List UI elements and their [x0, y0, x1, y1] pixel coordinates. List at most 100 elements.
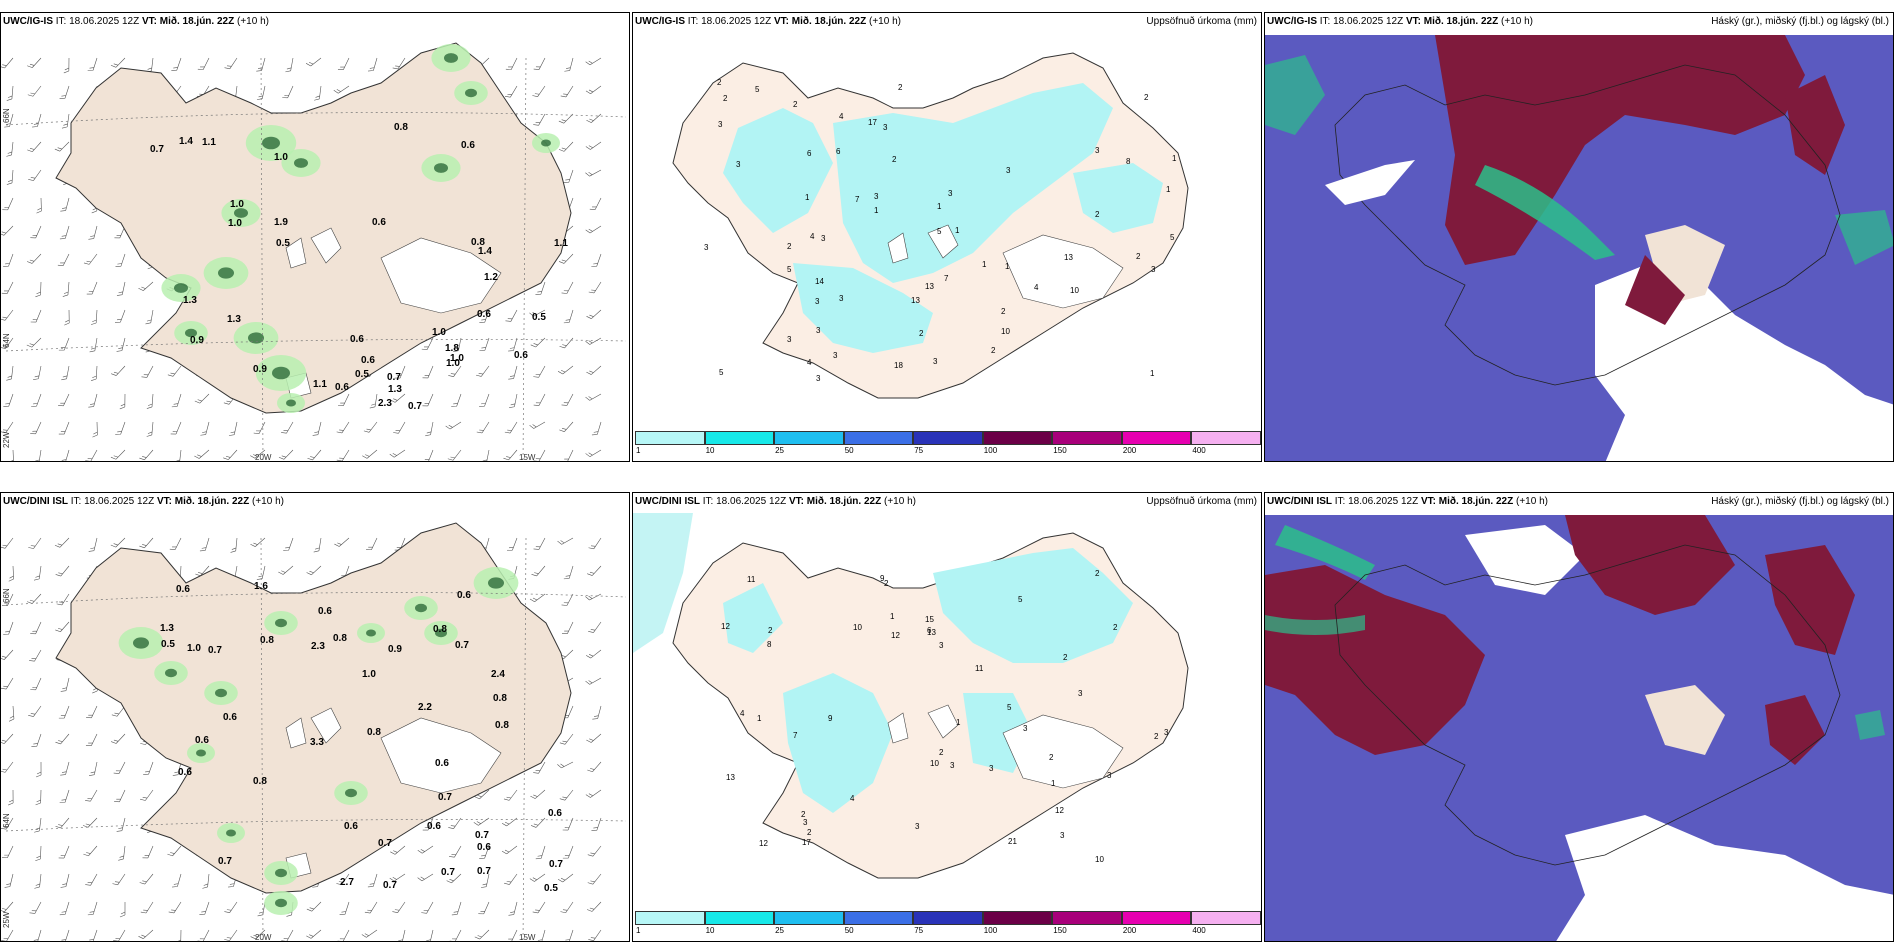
- precip-mm-label: 5: [1007, 703, 1012, 712]
- precip-dark-core: [435, 628, 447, 638]
- precip-value-label: 0.8: [493, 693, 507, 704]
- wind-barb: [559, 337, 574, 349]
- wind-barb: [533, 365, 546, 378]
- wind-barb: [228, 421, 238, 436]
- wind-precip-map: 66N 64N 20W 15W 22W 1.1 0.6 0.6 0.7 1.1 0.9 0.…: [1, 42, 627, 461]
- precip-mm-label: 3: [883, 123, 888, 132]
- wind-barb: [508, 337, 518, 352]
- wind-barb: [1, 421, 14, 434]
- precip-mm-label: 3: [816, 374, 821, 383]
- wind-barb: [60, 761, 70, 776]
- grid-label-66n: 66N: [2, 588, 11, 603]
- precip-value-label: 0.5: [532, 312, 546, 323]
- wind-barb: [306, 929, 322, 939]
- wind-barb: [558, 253, 574, 264]
- precip-mm-label: 3: [718, 120, 723, 129]
- precip-mm-label: 3: [839, 294, 844, 303]
- precip-value-label: 0.7: [208, 645, 222, 656]
- precip-dark-core: [444, 53, 458, 63]
- wind-barb: [588, 281, 602, 294]
- precip-mm-label: 2: [991, 346, 996, 355]
- wind-barb: [422, 817, 434, 831]
- precip-value-label: 0.5: [355, 369, 369, 380]
- panel-header: UWC/IG-IS IT: 18.06.2025 12Z VT: Mið. 18…: [1267, 16, 1533, 27]
- legend-tick-label: 100: [983, 926, 998, 935]
- precip-mm-label: 2: [1001, 307, 1006, 316]
- precip-mm-label: 17: [802, 838, 811, 847]
- wind-barb: [282, 85, 294, 99]
- wind-barb: [86, 281, 98, 295]
- wind-barb: [3, 621, 14, 635]
- precip-mm-label: 12: [759, 839, 768, 848]
- precip-mm-label: 5: [755, 85, 760, 94]
- wind-map-panel-igis: UWC/IG-IS IT: 18.06.2025 12Z VT: Mið. 18…: [0, 12, 630, 462]
- precip-mm-label: 15: [925, 615, 934, 624]
- white-patch-west: [1325, 160, 1415, 205]
- wind-barb: [142, 845, 154, 859]
- high-cloud-area-west: [1265, 565, 1485, 755]
- precip-dark-core: [248, 332, 264, 344]
- precip-dark-core: [541, 139, 551, 147]
- wind-barb: [1, 337, 14, 349]
- wind-barb: [588, 621, 602, 633]
- precip-mm-label: 10: [1095, 855, 1104, 864]
- panel-title: Uppsöfnuð úrkoma (mm): [1146, 16, 1257, 27]
- wind-barb: [392, 57, 406, 70]
- wind-barb: [2, 845, 14, 859]
- precip-mm-label: 2: [787, 242, 792, 251]
- wind-barb: [421, 901, 434, 914]
- precip-mm-label: 3: [1095, 146, 1100, 155]
- precip-mm-label: 2: [884, 579, 889, 588]
- wind-barb: [250, 929, 266, 940]
- wind-barb: [305, 57, 322, 67]
- grid-label-25w: 25W: [2, 911, 11, 928]
- wind-barb: [58, 705, 70, 719]
- wind-barb: [281, 421, 294, 434]
- high-cloud-area-south: [1625, 255, 1685, 325]
- wind-barb: [35, 789, 42, 806]
- wind-barb: [2, 197, 14, 211]
- grid-label-20w: 20W: [255, 933, 272, 942]
- grid-64n: [5, 819, 627, 832]
- glacier-outlines: [887, 704, 1124, 789]
- wind-barb: [28, 537, 42, 549]
- wind-barb: [533, 57, 546, 70]
- precip-mm-label: 3: [803, 818, 808, 827]
- wind-barb: [501, 817, 518, 827]
- wind-barb: [146, 57, 154, 73]
- precip-mm-label: 6: [807, 149, 812, 158]
- precip-value-label: 1.0: [432, 327, 446, 338]
- precip-mm-label: 2: [801, 810, 806, 819]
- precip-mm-label: 5: [1018, 595, 1023, 604]
- wind-barb: [194, 449, 210, 459]
- wind-barb: [224, 57, 238, 70]
- high-cloud-patch-east: [1835, 210, 1893, 265]
- wind-barb: [139, 449, 154, 461]
- wind-barb: [36, 197, 42, 214]
- wind-barb: [501, 845, 518, 855]
- wind-barb: [558, 113, 574, 124]
- grid-label-15w: 15W: [519, 933, 536, 942]
- precip-value-label: 2.3: [311, 641, 325, 652]
- wind-barb: [278, 449, 294, 460]
- wind-barb: [6, 365, 14, 381]
- precip-value-label: 0.7: [150, 144, 164, 155]
- wind-barb: [146, 393, 154, 409]
- wind-barb: [312, 421, 322, 436]
- wind-barb: [172, 873, 182, 888]
- wind-barb: [474, 929, 490, 940]
- wind-barb: [393, 421, 406, 434]
- wind-barb: [585, 593, 602, 601]
- precip-value-label: 0.7: [455, 640, 469, 651]
- legend-swatch: [1121, 911, 1192, 925]
- panel-title: Háský (gr.), miðský (fj.bl.) og lágský (…: [1711, 16, 1889, 27]
- wind-barb: [586, 901, 602, 912]
- high-cloud-band-northwest: [1275, 525, 1375, 580]
- precip-mm-label: 3: [989, 764, 994, 773]
- wind-barb: [533, 761, 546, 774]
- lat-lon-grid: [5, 537, 627, 941]
- wind-barb: [481, 449, 490, 461]
- precip-value-label: 0.6: [477, 842, 491, 853]
- precip-value-label: 1.6: [254, 581, 268, 592]
- legend-tick-label: 75: [914, 446, 924, 455]
